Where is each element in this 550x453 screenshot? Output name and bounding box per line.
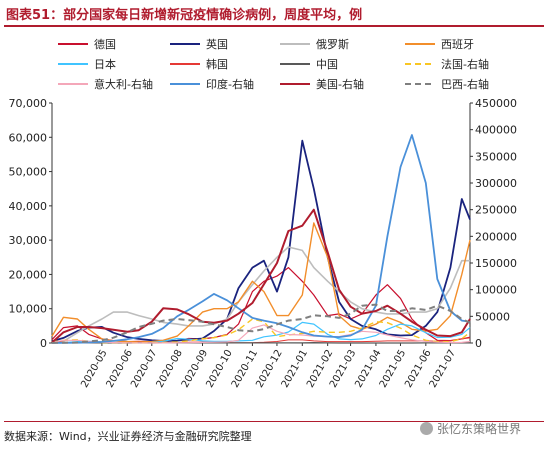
right-tick-label: 250000 (475, 204, 517, 217)
right-tick-label: 200000 (475, 230, 517, 243)
right-tick-label: 300000 (475, 177, 517, 190)
legend-label: 印度-右轴 (206, 77, 254, 91)
legend-label: 美国-右轴 (316, 77, 364, 91)
right-tick-label: 50000 (475, 310, 510, 323)
right-tick-label: 350000 (475, 150, 517, 163)
series-line-西班牙 (51, 222, 471, 343)
right-tick-label: 100000 (475, 284, 517, 297)
chart-title: 图表51：部分国家每日新增新冠疫情确诊病例，周度平均，例 (6, 8, 363, 23)
plot-area: 0 10,000 20,000 30,000 40,000 50,000 60,000 70,… (9, 97, 518, 390)
left-tick-label: 10,000 (9, 303, 48, 316)
right-tick-label: 0 (475, 337, 482, 350)
legend-label: 西班牙 (441, 38, 474, 51)
legend-label: 中国 (316, 58, 338, 71)
left-tick-label: 40,000 (9, 200, 48, 213)
left-tick-label: 30,000 (9, 234, 48, 247)
legend-label: 意大利-右轴 (94, 77, 153, 91)
right-tick-label: 450000 (475, 97, 517, 110)
legend-label: 英国 (206, 37, 228, 51)
left-tick-label: 0 (40, 337, 47, 350)
right-tick-label: 150000 (475, 257, 517, 270)
series-line-印度-右轴 (51, 134, 471, 344)
series-line-巴西-右轴 (51, 303, 471, 344)
watermark-text: 张忆东策略世界 (437, 422, 522, 436)
left-tick-label: 70,000 (9, 97, 48, 110)
left-tick-label: 60,000 (9, 131, 48, 144)
left-tick-label: 20,000 (9, 268, 48, 281)
legend-label: 日本 (94, 57, 116, 71)
footer-rule (4, 421, 544, 422)
legend-label: 巴西-右轴 (441, 77, 489, 91)
watermark: 张忆东策略世界 (420, 420, 521, 437)
left-tick-label: 50,000 (9, 166, 48, 179)
series-line-俄罗斯 (51, 246, 470, 344)
series-line-美国-右轴 (51, 208, 471, 344)
legend-label: 法国-右轴 (441, 57, 489, 71)
wechat-icon (420, 422, 433, 435)
source-note: 数据来源：Wind，兴业证券经济与金融研究院整理 (4, 430, 252, 443)
title-underline (4, 25, 544, 27)
legend-label: 韩国 (206, 57, 228, 71)
series-line-英国 (51, 139, 471, 343)
right-tick-label: 400000 (475, 124, 517, 137)
series-line-意大利-右轴 (51, 324, 471, 344)
legend-label: 德国 (94, 37, 116, 51)
legend-label: 俄罗斯 (316, 38, 349, 51)
